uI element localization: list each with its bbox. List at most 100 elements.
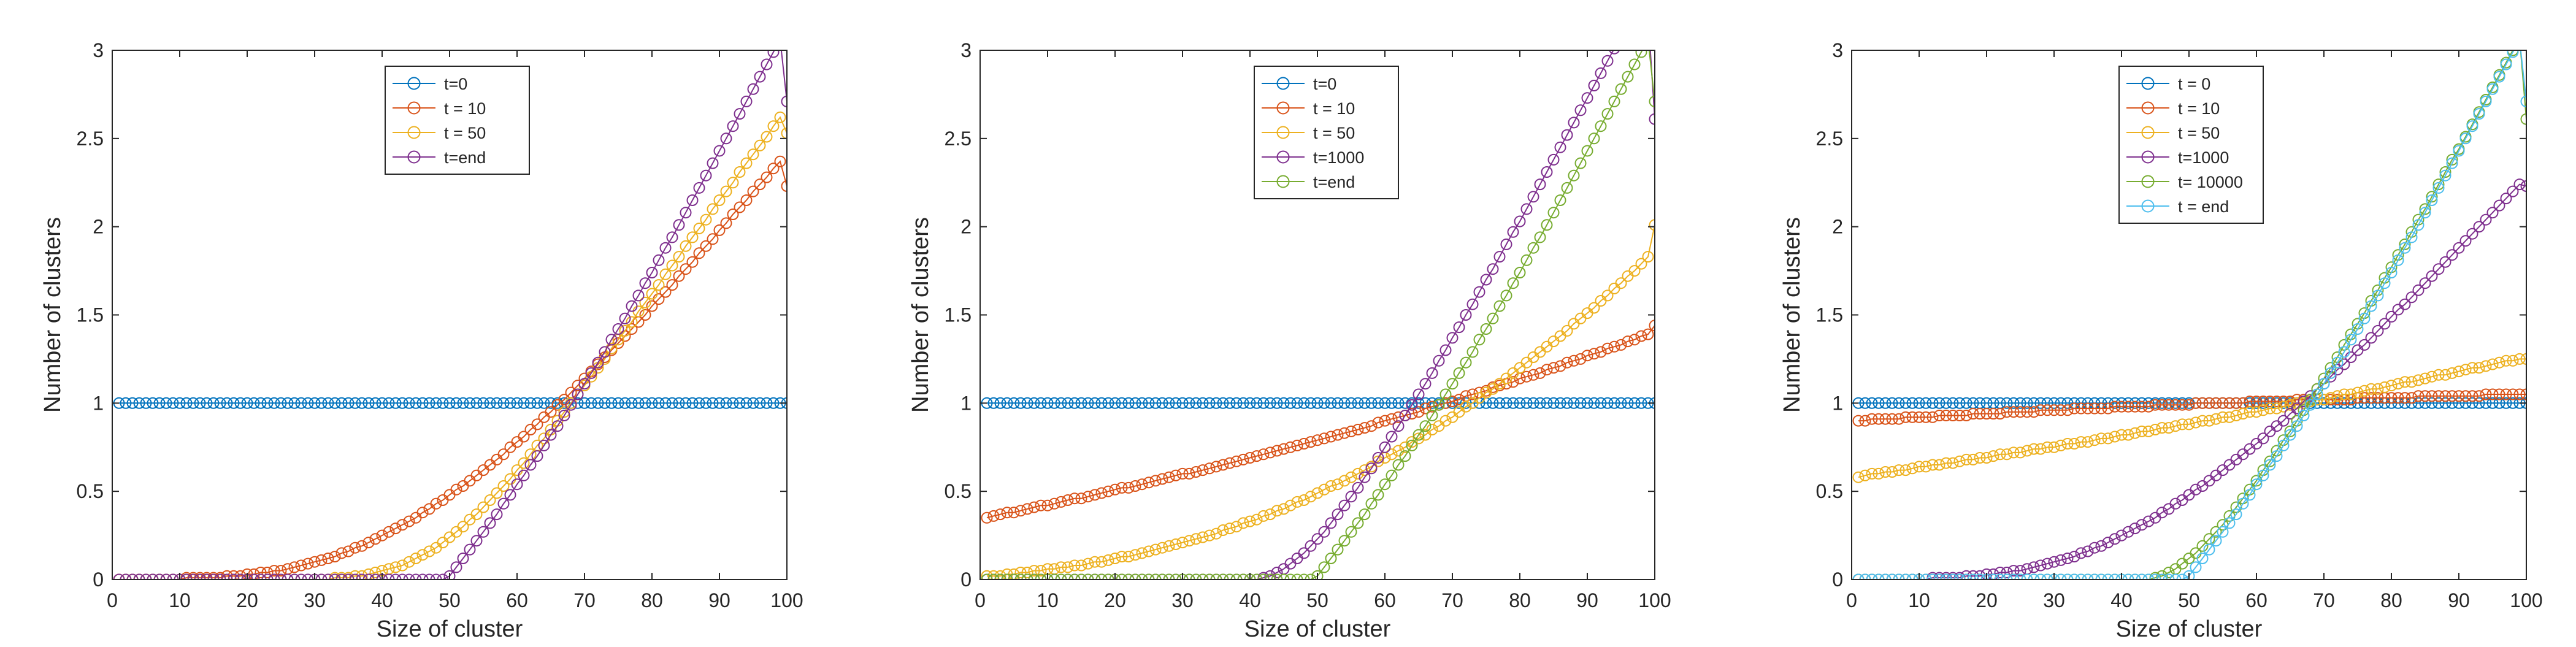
series-1-marker — [767, 397, 780, 409]
series-2-marker — [1466, 388, 1479, 400]
series-3-marker — [646, 288, 658, 300]
series-2-marker — [268, 565, 280, 577]
series-4-marker — [2109, 533, 2121, 545]
series-6-marker — [2412, 219, 2425, 231]
series-1-marker — [1493, 397, 1506, 409]
series-4-marker — [1466, 298, 1479, 310]
series-2-marker — [1332, 429, 1344, 441]
series-2-marker — [1028, 501, 1040, 513]
series-1-marker — [1284, 397, 1297, 409]
legend-marker — [1276, 175, 1290, 188]
series-3-marker — [2473, 362, 2485, 374]
series-3-marker — [1068, 559, 1081, 572]
series-4-marker — [282, 573, 294, 580]
series-1-marker — [221, 397, 233, 409]
series-5-marker — [1237, 573, 1249, 580]
series-2-marker — [1554, 360, 1566, 372]
series-4-marker — [1264, 570, 1276, 580]
series-1-marker — [174, 397, 186, 409]
series-4-marker — [524, 459, 537, 471]
series-1-marker — [1635, 397, 1647, 409]
legend-box — [385, 66, 530, 175]
series-2-marker — [1305, 436, 1317, 448]
series-3-marker — [2520, 353, 2526, 365]
legend-marker — [407, 101, 421, 115]
series-1-marker — [1514, 397, 1526, 409]
series-4-marker — [781, 95, 787, 107]
series-5-marker — [2210, 526, 2222, 538]
series-5-marker — [1635, 50, 1647, 58]
series-1-marker — [416, 397, 429, 409]
series-1-marker — [612, 397, 624, 409]
series-5-marker — [1332, 543, 1344, 556]
series-2-marker — [2520, 388, 2526, 400]
series-1-marker — [187, 397, 199, 409]
series-3-marker — [2075, 436, 2087, 448]
series-1-marker — [1953, 397, 1966, 409]
series-1-marker — [362, 397, 375, 409]
series-1-marker — [680, 397, 692, 409]
series-2-marker — [1379, 415, 1391, 427]
series-3-marker — [1628, 265, 1641, 277]
series-3-marker — [754, 139, 766, 151]
series-6-marker — [2473, 108, 2485, 120]
series-1-marker — [1588, 397, 1600, 409]
series-4-marker — [1649, 113, 1655, 125]
x-tick-label: 30 — [1171, 589, 1194, 611]
series-1-marker — [167, 397, 179, 409]
series-4-marker — [504, 489, 516, 501]
series-4-marker — [167, 573, 179, 580]
series-3-marker — [1920, 461, 1932, 473]
series-4-marker — [572, 388, 584, 400]
series-1-marker — [713, 397, 726, 409]
series-1-marker — [511, 397, 523, 409]
series-3-marker — [470, 508, 483, 521]
series-3-marker — [1136, 547, 1148, 559]
x-tick-label: 50 — [439, 589, 461, 611]
series-1-marker — [241, 397, 253, 409]
series-4-marker — [2338, 358, 2350, 370]
series-1-marker — [295, 397, 307, 409]
series-5-marker — [1075, 573, 1087, 580]
series-1-marker — [1527, 397, 1539, 409]
series-1-marker — [720, 397, 732, 409]
series-6-marker — [2163, 573, 2175, 580]
series-6-marker — [2183, 570, 2195, 580]
legend-marker — [1276, 101, 1290, 115]
series-5-marker — [1608, 95, 1620, 107]
series-6-marker — [2028, 573, 2040, 580]
series-4-marker — [1392, 420, 1405, 432]
series-5-marker — [1163, 573, 1175, 580]
series-4-marker — [356, 573, 368, 580]
series-3-marker — [1163, 540, 1175, 552]
series-4-marker — [1446, 332, 1459, 344]
series-1-marker — [1129, 397, 1141, 409]
series-3-marker — [2068, 438, 2080, 450]
series-6-marker — [2520, 95, 2526, 107]
series-6-marker — [2001, 573, 2013, 580]
series-3-marker — [2432, 369, 2445, 381]
series-1-marker — [1379, 397, 1391, 409]
series-2-marker — [747, 185, 759, 197]
series-5-marker — [1156, 573, 1168, 580]
series-5-marker — [1473, 334, 1485, 346]
series-5-marker — [2432, 178, 2445, 191]
series-2-marker — [1601, 342, 1614, 354]
series-5-marker — [1062, 573, 1074, 580]
x-tick-label: 80 — [641, 589, 663, 611]
series-2-marker — [1947, 410, 1959, 421]
legend-entry-label: t=0 — [1313, 75, 1336, 93]
series-4-marker — [707, 157, 719, 169]
series-6-marker — [1873, 573, 1885, 580]
series-4-marker — [207, 573, 220, 580]
series-4-marker — [2088, 542, 2101, 554]
series-4-marker — [2095, 540, 2107, 552]
series-2-marker — [2041, 404, 2053, 416]
series-4-marker — [2257, 432, 2269, 445]
series-1-marker — [1008, 397, 1020, 409]
series-2-marker — [2419, 390, 2431, 402]
series-group — [981, 50, 1655, 580]
series-2-marker — [1642, 328, 1654, 340]
series-6-marker — [2453, 145, 2465, 157]
